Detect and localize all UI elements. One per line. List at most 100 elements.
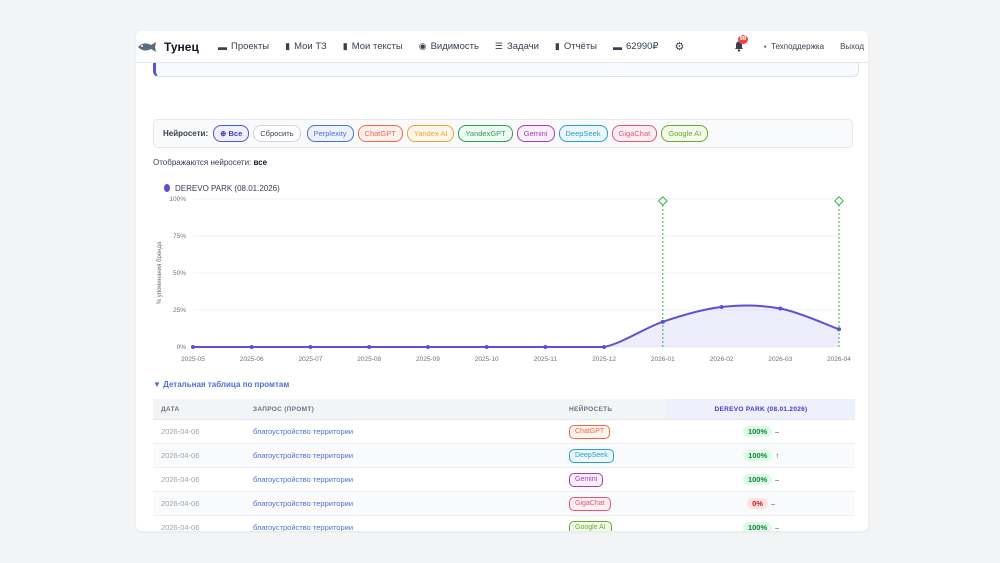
filter-chip-chatgpt[interactable]: ChatGPT xyxy=(357,125,403,142)
list-icon: ☰ xyxy=(494,41,503,51)
row-network: ChatGPT xyxy=(561,419,667,444)
row-query[interactable]: благоустройство территории xyxy=(245,467,561,492)
x-tick-label: 2025-08 xyxy=(357,356,381,363)
app-window: Тунец ▬ Проекты ▮ Мои ТЗ ▮ Мои тексты ◉ … xyxy=(136,31,868,531)
data-point xyxy=(837,327,841,332)
table-row: 2026-04-06 благоустройство территории Gemi… xyxy=(153,467,855,492)
nav-projects[interactable]: ▬ Проекты xyxy=(210,31,277,62)
nav-my-tz[interactable]: ▮ Мои ТЗ xyxy=(277,31,335,62)
y-tick-label: 50% xyxy=(173,270,186,277)
support-link[interactable]: ◔ Техподдержка xyxy=(754,31,832,62)
x-tick-label: 2025-11 xyxy=(534,356,558,363)
trend-indicator: – xyxy=(775,525,780,531)
event-marker-diamond xyxy=(834,196,844,206)
row-network: Google AI xyxy=(561,515,667,531)
nav-reports[interactable]: ▮ Отчёты xyxy=(547,31,605,62)
mention-percent-badge: 100% xyxy=(742,474,773,485)
legend-label: DEREVO PARK (08.01.2026) xyxy=(175,184,280,193)
filter-chip-gigachat[interactable]: GigaChat xyxy=(611,125,658,142)
chart-svg: DEREVO PARK (08.01.2026) % упоминания бре… xyxy=(157,184,851,363)
trend-indicator: – xyxy=(775,477,780,484)
nav-tasks[interactable]: ☰ Задачи xyxy=(487,31,547,62)
y-tick-label: 25% xyxy=(173,307,186,314)
x-tick-label: 2025-06 xyxy=(240,356,264,363)
data-point xyxy=(191,345,195,349)
mention-percent-badge: 100% xyxy=(742,426,773,437)
data-point xyxy=(484,345,489,349)
prompts-table: ДАТА ЗАПРОС (ПРОМТ) НЕЙРОСЕТЬ DEREVO PAR… xyxy=(153,399,855,531)
data-point xyxy=(308,345,313,349)
nav-visibility-label: Видимость xyxy=(430,41,479,52)
table-row: 2026-04-06 благоустройство территории Chat… xyxy=(153,419,855,444)
mentions-chart: DEREVO PARK (08.01.2026) % упоминания бре… xyxy=(153,177,855,377)
query-link[interactable]: благоустройство территории xyxy=(253,523,354,531)
x-tick-label: 2026-04 xyxy=(827,356,851,363)
header-date[interactable]: ДАТА xyxy=(153,399,245,420)
nav-reports-label: Отчёты xyxy=(563,41,598,52)
network-badge: Gemini xyxy=(569,472,604,487)
row-date: 2026-04-06 xyxy=(153,491,245,516)
shown-prefix: Отображаются нейросети: xyxy=(153,158,252,167)
data-point xyxy=(602,345,607,349)
query-link[interactable]: благоустройство территории xyxy=(253,451,354,460)
file-icon: ▮ xyxy=(554,41,560,51)
y-tick-label: 100% xyxy=(169,196,186,203)
row-query[interactable]: благоустройство территории xyxy=(245,515,561,531)
filter-chip-google-ai[interactable]: Google AI xyxy=(661,125,709,142)
y-tick-label: 0% xyxy=(177,344,187,351)
y-axis-title: % упоминания бренда xyxy=(157,241,163,304)
data-point xyxy=(543,345,548,349)
nav-balance[interactable]: ▬ 62990₽ xyxy=(605,31,666,62)
filter-chip-yandexgpt[interactable]: YandexGPT xyxy=(458,125,513,142)
row-mention: 0% – xyxy=(667,491,855,516)
headset-icon: ◔ xyxy=(761,41,768,52)
row-query[interactable]: благоустройство территории xyxy=(245,491,561,516)
query-link[interactable]: благоустройство территории xyxy=(253,427,354,436)
row-network: GigaChat xyxy=(561,491,667,516)
event-marker-diamond xyxy=(657,196,668,206)
x-tick-label: 2026-02 xyxy=(710,356,734,363)
notification-count-badge: 98 xyxy=(737,35,749,44)
fish-logo-icon xyxy=(138,41,156,52)
trend-indicator: ↑ xyxy=(775,453,779,460)
settings-button[interactable]: ⚙ xyxy=(666,31,692,62)
header-query[interactable]: ЗАПРОС (ПРОМТ) xyxy=(245,399,561,420)
query-link[interactable]: благоустройство территории xyxy=(253,475,354,484)
header-brand[interactable]: DEREVO PARK (08.01.2026) xyxy=(667,399,855,420)
y-tick-label: 75% xyxy=(173,233,186,240)
logout-link[interactable]: Выход xyxy=(832,31,868,62)
network-badge: Google AI xyxy=(569,520,612,531)
series-line xyxy=(193,304,840,348)
nav-my-tz-label: Мои ТЗ xyxy=(294,41,327,52)
filter-chip-perplexity[interactable]: Perplexity xyxy=(306,125,354,142)
row-date: 2026-04-06 xyxy=(153,443,245,468)
query-link[interactable]: благоустройство территории xyxy=(253,499,354,508)
document-icon: ▮ xyxy=(285,41,291,51)
header-network[interactable]: НЕЙРОСЕТЬ xyxy=(561,399,667,420)
row-query[interactable]: благоустройство территории xyxy=(245,443,561,468)
detail-table-toggle[interactable]: ▼ Детальная таблица по промтам xyxy=(153,380,290,389)
x-tick-label: 2026-03 xyxy=(768,356,792,363)
network-filter-bar: Нейросети: ⊕ Все Сбросить Perplexity Chat… xyxy=(153,119,853,148)
filter-chip-deepseek[interactable]: DeepSeek xyxy=(558,125,608,142)
row-date: 2026-04-06 xyxy=(153,515,245,531)
filter-chip-gemini[interactable]: Gemini xyxy=(516,125,555,142)
brand[interactable]: Тунец xyxy=(136,40,200,54)
network-badge: ChatGPT xyxy=(569,424,611,439)
top-navbar: Тунец ▬ Проекты ▮ Мои ТЗ ▮ Мои тексты ◉ … xyxy=(136,31,868,63)
data-point xyxy=(425,345,430,349)
row-query[interactable]: благоустройство территории xyxy=(245,419,561,444)
filter-reset-button[interactable]: Сбросить xyxy=(253,125,301,142)
support-label: Техподдержка xyxy=(771,42,825,51)
nav-my-texts-label: Мои тексты xyxy=(351,41,403,52)
series-area xyxy=(193,305,839,347)
x-tick-label: 2025-10 xyxy=(475,356,499,363)
nav-tasks-label: Задачи xyxy=(507,41,539,52)
filter-all-button[interactable]: ⊕ Все xyxy=(213,125,250,142)
nav-my-texts[interactable]: ▮ Мои тексты xyxy=(335,31,411,62)
trend-indicator: – xyxy=(770,501,775,508)
filter-chip-yandex-ai[interactable]: Yandex AI xyxy=(406,125,455,142)
nav-visibility[interactable]: ◉ Видимость xyxy=(411,31,487,62)
notifications-button[interactable]: 98 xyxy=(724,31,754,62)
row-network: Gemini xyxy=(561,467,667,492)
